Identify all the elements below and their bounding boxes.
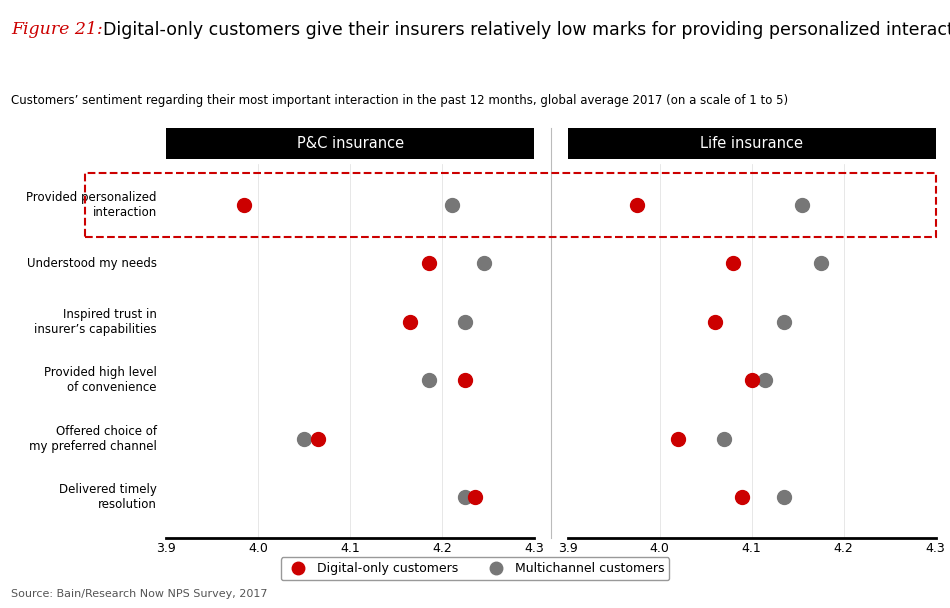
Point — [311, 434, 326, 444]
Point — [776, 492, 791, 502]
Text: Life insurance: Life insurance — [700, 136, 803, 151]
Text: Provided high level
of convenience: Provided high level of convenience — [44, 367, 157, 395]
Legend: Digital-only customers, Multichannel customers: Digital-only customers, Multichannel cus… — [281, 558, 669, 581]
Point — [813, 258, 828, 268]
Text: Source: Bain/Research Now NPS Survey, 2017: Source: Bain/Research Now NPS Survey, 20… — [11, 589, 268, 599]
Text: Understood my needs: Understood my needs — [27, 257, 157, 270]
Point — [421, 376, 436, 385]
Point — [735, 492, 751, 502]
Text: Customers’ sentiment regarding their most important interaction in the past 12 m: Customers’ sentiment regarding their mos… — [11, 94, 788, 107]
Point — [296, 434, 312, 444]
Text: P&C insurance: P&C insurance — [296, 136, 404, 151]
Point — [458, 492, 473, 502]
Point — [458, 376, 473, 385]
Text: Offered choice of
my preferred channel: Offered choice of my preferred channel — [28, 425, 157, 453]
Text: Delivered timely
resolution: Delivered timely resolution — [59, 483, 157, 511]
Point — [403, 317, 418, 326]
Point — [458, 317, 473, 326]
Point — [758, 376, 773, 385]
Text: Figure 21:: Figure 21: — [11, 21, 108, 38]
Point — [467, 492, 483, 502]
Point — [671, 434, 686, 444]
Text: Digital-only customers give their insurers relatively low marks for providing pe: Digital-only customers give their insure… — [103, 21, 950, 40]
Text: Inspired trust in
insurer’s capabilities: Inspired trust in insurer’s capabilities — [34, 308, 157, 336]
Text: Provided personalized
interaction: Provided personalized interaction — [27, 191, 157, 219]
Point — [744, 376, 759, 385]
Point — [726, 258, 741, 268]
Point — [444, 200, 459, 210]
Point — [629, 200, 644, 210]
Point — [716, 434, 732, 444]
Point — [421, 258, 436, 268]
Point — [707, 317, 722, 326]
Point — [795, 200, 810, 210]
Point — [237, 200, 252, 210]
Point — [476, 258, 491, 268]
Point — [776, 317, 791, 326]
